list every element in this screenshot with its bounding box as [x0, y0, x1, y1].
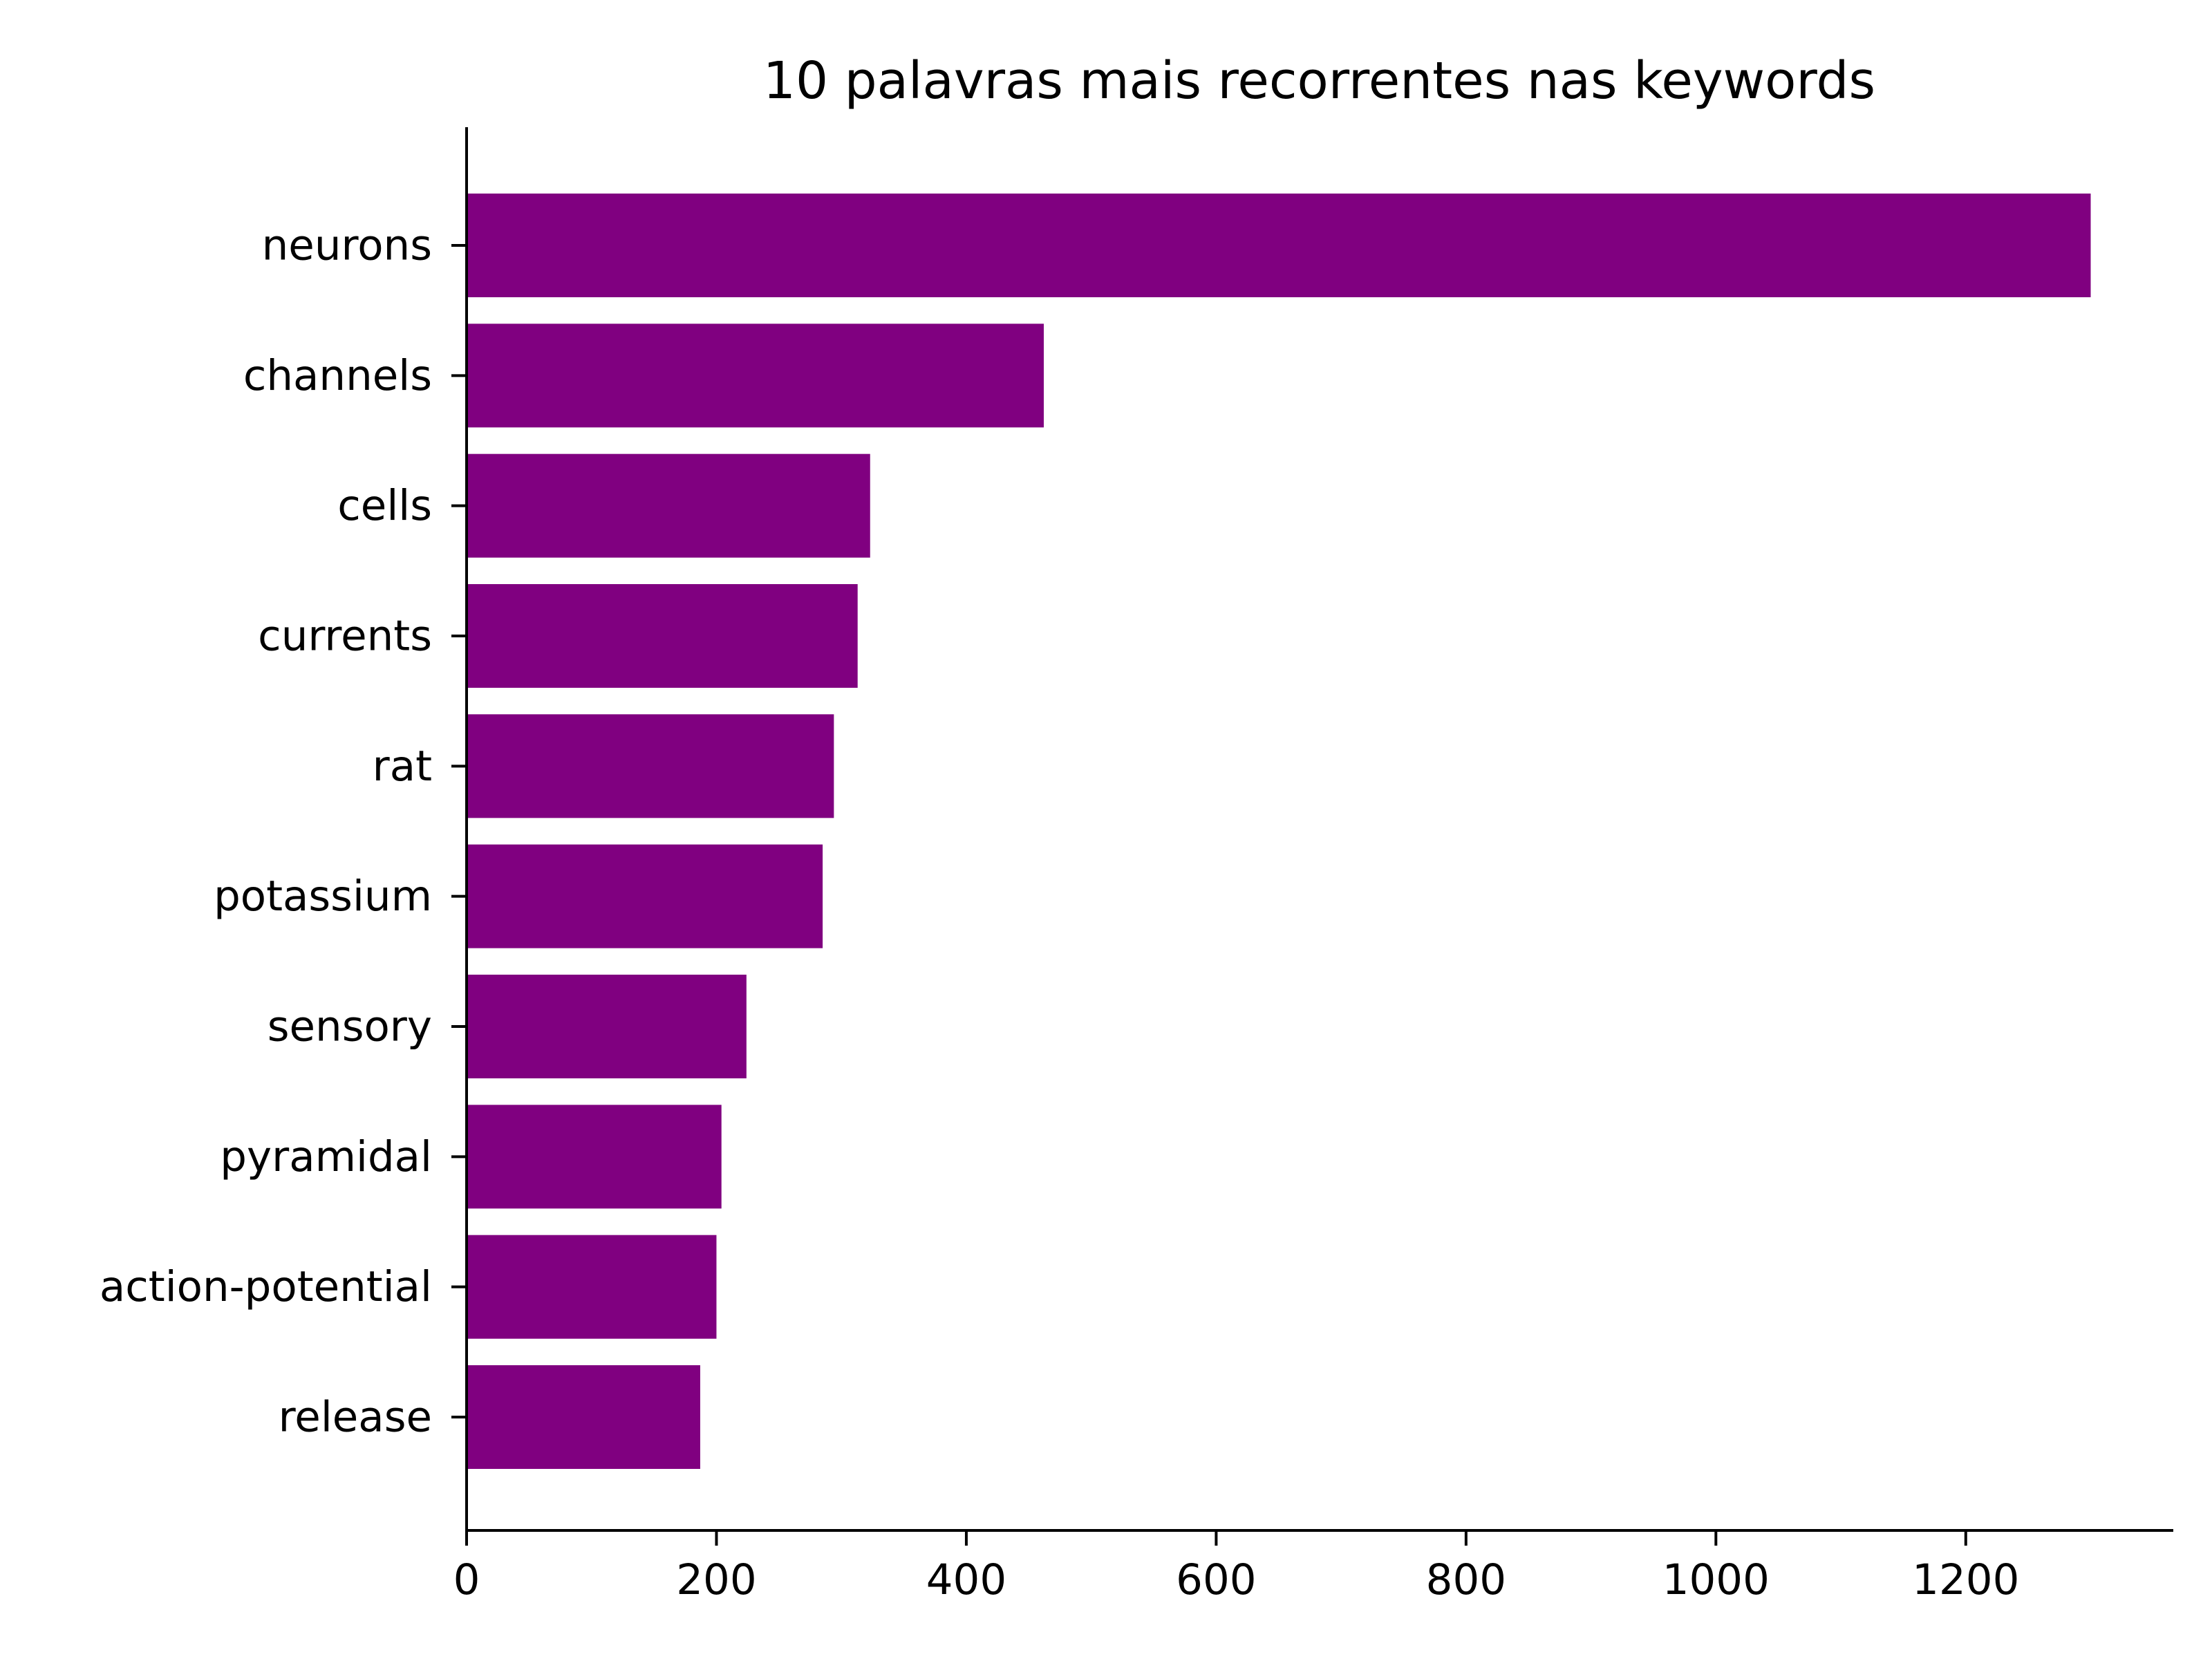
y-tick-label-release: release	[279, 1393, 432, 1442]
bar-potassium	[467, 844, 823, 948]
bar-sensory	[467, 975, 747, 1078]
bar-pyramidal	[467, 1105, 722, 1209]
bar-channels	[467, 324, 1044, 428]
x-tick-label-0: 0	[453, 1555, 480, 1604]
bars-layer	[467, 194, 2091, 1469]
bar-action-potential	[467, 1235, 717, 1339]
y-tick-label-currents: currents	[258, 612, 432, 661]
bar-release	[467, 1365, 700, 1469]
x-tick-label-1200: 1200	[1912, 1555, 2019, 1604]
y-tick-label-rat: rat	[373, 742, 432, 791]
y-ticks-layer: neurons channels cells currents rat potassium…	[100, 221, 467, 1442]
bar-currents	[467, 584, 858, 688]
y-tick-label-neurons: neurons	[262, 221, 432, 270]
y-tick-label-channels: channels	[243, 351, 432, 400]
x-tick-label-200: 200	[676, 1555, 756, 1604]
bar-cells	[467, 453, 870, 558]
bar-neurons	[467, 194, 2091, 297]
chart-title: 10 palavras mais recorrentes nas keyword…	[763, 51, 1875, 111]
x-tick-label-600: 600	[1176, 1555, 1256, 1604]
axes-layer	[465, 127, 2173, 1532]
x-tick-label-400: 400	[926, 1555, 1006, 1604]
y-tick-label-sensory: sensory	[268, 1002, 432, 1051]
bar-rat	[467, 714, 834, 818]
y-tick-label-cells: cells	[337, 481, 432, 530]
y-tick-label-pyramidal: pyramidal	[220, 1132, 432, 1181]
x-ticks-layer: 0 200 400 600 800 1000 1200	[453, 1530, 2019, 1604]
x-tick-label-1000: 1000	[1662, 1555, 1770, 1604]
y-tick-label-action-potential: action-potential	[100, 1262, 432, 1311]
x-tick-label-800: 800	[1426, 1555, 1506, 1604]
y-tick-label-potassium: potassium	[214, 872, 432, 921]
